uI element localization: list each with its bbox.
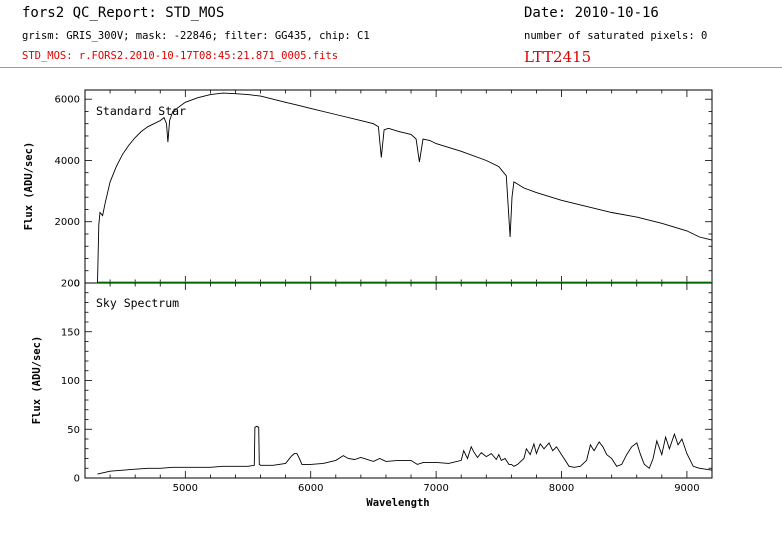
standard-star-ylabel: Flux (ADU/sec) bbox=[23, 142, 35, 231]
sky-spectrum-ytick-label: 50 bbox=[67, 425, 80, 436]
sky-spectrum-xtick-label: 5000 bbox=[173, 483, 198, 494]
sky-spectrum-ytick-label: 150 bbox=[61, 327, 80, 338]
sky-spectrum-ylabel: Flux (ADU/sec) bbox=[31, 336, 43, 425]
report-date: Date: 2010-10-16 bbox=[524, 5, 659, 21]
standard-star-ytick-label: 6000 bbox=[55, 95, 80, 106]
sky-spectrum-xtick-label: 8000 bbox=[549, 483, 574, 494]
standard-star-panel: 0 2000 4000 6000 Standard Star Flux (ADU/se… bbox=[23, 89, 713, 290]
sky-spectrum-xtick-label: 6000 bbox=[298, 483, 323, 494]
standard-star-ytick-label: 4000 bbox=[55, 156, 80, 167]
sky-spectrum-xtick-label: 7000 bbox=[423, 483, 448, 494]
sky-spectrum-annotation: Sky Spectrum bbox=[96, 296, 179, 310]
sky-spectrum-frame bbox=[84, 282, 713, 479]
target-name: LTT2415 bbox=[524, 48, 592, 66]
fits-filename: STD_MOS: r.FORS2.2010-10-17T08:45:21.871… bbox=[22, 50, 339, 62]
standard-star-ytick-label: 0 bbox=[74, 279, 80, 290]
header-divider bbox=[0, 67, 782, 68]
x-axis-label: Wavelength bbox=[366, 497, 429, 509]
sky-spectrum-panel: 0 50 100 150 200 5000 6000 7000 8000 9000 Sky Spe… bbox=[31, 279, 713, 509]
standard-star-spectrum bbox=[97, 92, 713, 284]
instrument-config: grism: GRIS_300V; mask: -22846; filter: … bbox=[22, 30, 370, 42]
standard-star-ytick-label: 2000 bbox=[55, 217, 80, 228]
sky-spectrum-ytick-label: 200 bbox=[61, 279, 80, 290]
saturated-pixels: number of saturated pixels: 0 bbox=[524, 30, 708, 42]
sky-spectrum-line bbox=[97, 425, 713, 475]
sky-spectrum-ytick-label: 0 bbox=[74, 474, 80, 485]
sky-spectrum-xtick-label: 9000 bbox=[674, 483, 699, 494]
standard-star-annotation: Standard Star bbox=[96, 104, 186, 118]
standard-star-frame bbox=[84, 89, 713, 284]
sky-spectrum-ytick-label: 100 bbox=[61, 376, 80, 387]
report-title: fors2 QC_Report: STD_MOS bbox=[22, 5, 225, 21]
